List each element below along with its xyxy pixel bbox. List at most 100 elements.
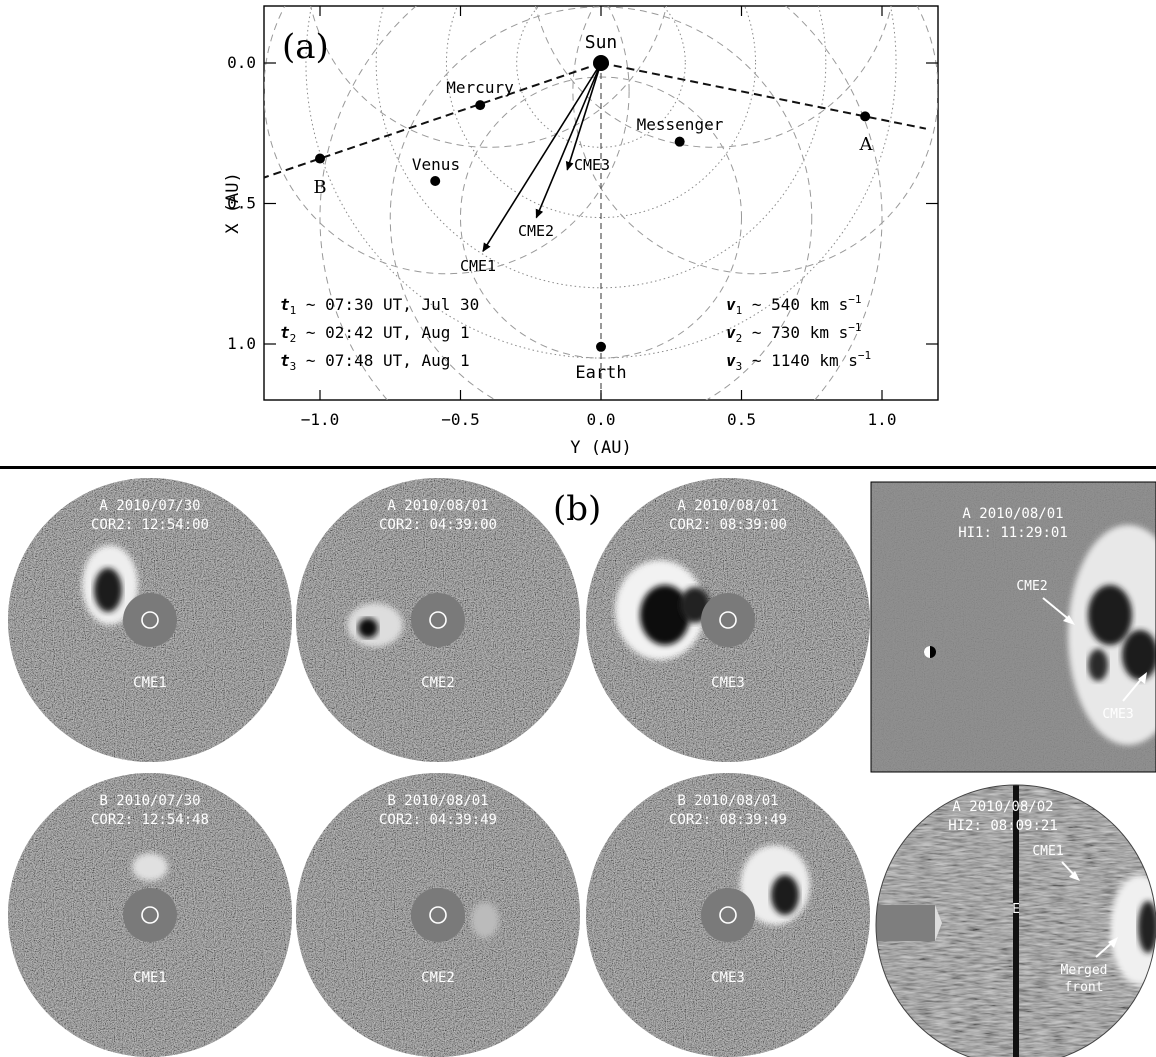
orbit-and-spiral-curves [264, 6, 938, 400]
label-venus: Venus [412, 155, 460, 174]
disc-title-1: A 2010/08/01 [387, 498, 488, 514]
label-cme2: CME2 [518, 222, 554, 240]
x-tick-label: −1.0 [301, 410, 340, 429]
sun-marker-icon [719, 611, 737, 629]
x-tick-label: 1.0 [868, 410, 897, 429]
disc-cme-label: CME1 [133, 675, 167, 691]
disc-title-2: COR2: 12:54:48 [91, 812, 209, 828]
label-sun: Sun [585, 32, 618, 53]
disc-title-2: COR2: 08:39:00 [669, 517, 787, 533]
label-b: B [313, 177, 326, 198]
disc-cme-label: CME1 [133, 970, 167, 986]
occulter [411, 593, 465, 647]
y-axis-label: X (AU) [223, 172, 243, 233]
hi1-label-cme2: CME2 [1016, 579, 1047, 594]
y-tick-label: 0.0 [227, 53, 256, 72]
cor2-disc-1: A 2010/07/30 COR2: 12:54:00 CME1 [8, 478, 292, 762]
label-cme1: CME1 [460, 257, 496, 275]
body-a [860, 111, 871, 122]
disc-title-2: COR2: 04:39:00 [379, 517, 497, 533]
y-tick-label: 0.5 [227, 194, 256, 213]
sun-centered-circle-3 [375, 6, 827, 289]
time-2: t2 ~ 02:42 UT, Aug 1 [280, 323, 470, 345]
cor2-image-grid: A 2010/07/30 COR2: 12:54:00 CME1 A 2010/08/… [8, 478, 870, 1057]
x-axis-label: Y (AU) [570, 438, 631, 458]
occulter [411, 888, 465, 942]
hi2-title-2: HI2: 08:09:21 [948, 818, 1058, 834]
cor2-disc-3: A 2010/08/01 COR2: 08:39:00 CME3 [586, 478, 870, 762]
sun-marker-icon [429, 611, 447, 629]
disc-title-1: A 2010/07/30 [99, 498, 200, 514]
x-tick-label: 0.0 [587, 410, 616, 429]
hi2-frame [875, 784, 1156, 1057]
panel-a-label: (a) [282, 27, 329, 67]
panel-a-chart: −1.0 −0.5 0.0 0.5 1.0 0.0 0.5 1.0 CME1 CME2 CME3 S… [223, 5, 939, 458]
occulter [123, 593, 177, 647]
hi1-frame [870, 481, 1156, 773]
sun-marker-icon [141, 611, 159, 629]
cor2-disc-5: B 2010/08/01 COR2: 04:39:49 CME2 [296, 773, 580, 1057]
label-earth: Earth [575, 363, 626, 383]
body-sun [593, 55, 609, 71]
occulter [701, 593, 755, 647]
panel-b-label: (b) [553, 489, 601, 529]
dashed-circle-3 [319, 6, 883, 400]
y-tick-label: 1.0 [227, 334, 256, 353]
time-1: t1 ~ 07:30 UT, Jul 30 [280, 295, 479, 317]
label-messenger: Messenger [637, 115, 724, 134]
speed-1: v1 ~ 540 km s−1 [726, 293, 861, 317]
speed-annotations: v1 ~ 540 km s−1 v2 ~ 730 km s−1 v3 ~ 1140 … [726, 293, 871, 373]
body-venus [430, 176, 441, 187]
sun-marker-icon [719, 906, 737, 924]
hi2-title-1: A 2010/08/02 [952, 799, 1053, 815]
axes: −1.0 −0.5 0.0 0.5 1.0 0.0 0.5 1.0 [227, 6, 938, 429]
hi2-image [876, 785, 1156, 1057]
speed-2: v2 ~ 730 km s−1 [726, 321, 861, 345]
disc-cme-label: CME2 [421, 970, 455, 986]
time-3: t3 ~ 07:48 UT, Aug 1 [280, 351, 470, 373]
panel-separator [0, 466, 1156, 469]
label-a: A [859, 134, 874, 155]
cor2-disc-2: A 2010/08/01 COR2: 04:39:00 CME2 [296, 478, 580, 762]
sun-centered-circle-2 [445, 6, 757, 219]
hi1-arrow-cme3 [1122, 676, 1144, 702]
speed-3: v3 ~ 1140 km s−1 [726, 349, 871, 373]
body-mercury [475, 100, 486, 111]
disc-title-2: COR2: 12:54:00 [91, 517, 209, 533]
hi1-title-2: HI1: 11:29:01 [958, 525, 1068, 541]
label-cme3: CME3 [574, 156, 610, 174]
sun-marker-icon [141, 906, 159, 924]
body-earth [596, 341, 606, 352]
arrow-cme1 [482, 62, 602, 253]
arrow-cme2 [535, 62, 602, 219]
hi2-label-front: front [1064, 980, 1103, 995]
occulter [701, 888, 755, 942]
disc-cme-label: CME3 [711, 675, 745, 691]
disc-title-1: B 2010/07/30 [99, 793, 200, 809]
disc-title-1: A 2010/08/01 [677, 498, 778, 514]
cor2-disc-6: B 2010/08/01 COR2: 08:39:49 CME3 [586, 773, 870, 1057]
body-messenger [674, 136, 685, 147]
disc-title-1: B 2010/08/01 [677, 793, 778, 809]
sun-marker-icon [429, 906, 447, 924]
dashed-circle-2 [389, 6, 813, 400]
arrow-cme3 [565, 62, 602, 171]
hi2-label-cme1: CME1 [1032, 844, 1063, 859]
disc-title-1: B 2010/08/01 [387, 793, 488, 809]
hi1-arrow-cme2 [1042, 597, 1072, 622]
body-b [315, 153, 325, 164]
disc-cme-label: CME3 [711, 970, 745, 986]
occulter [123, 888, 177, 942]
sun-b-line [264, 62, 602, 179]
disc-cme-label: CME2 [421, 675, 455, 691]
disc-title-2: COR2: 08:39:49 [669, 812, 787, 828]
hi2-label-merged: Merged [1061, 963, 1108, 978]
hi1-image [871, 482, 1156, 772]
sun-centered-circle-4 [305, 6, 897, 359]
bodies-and-cmes: CME1 CME2 CME3 Sun Mercury Venus Messenger Eart… [313, 32, 873, 383]
disc-title-2: COR2: 04:39:49 [379, 812, 497, 828]
cor2-disc-4: B 2010/07/30 COR2: 12:54:48 CME1 [8, 773, 292, 1057]
sun-a-line [600, 62, 927, 130]
x-tick-label: 0.5 [727, 410, 756, 429]
